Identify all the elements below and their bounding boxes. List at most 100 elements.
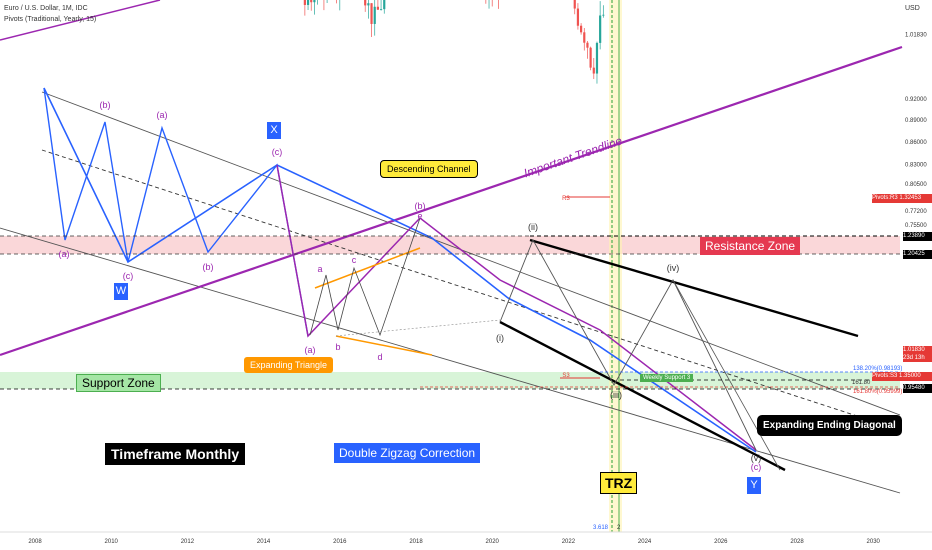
x-tick-2014: 2014 (257, 539, 271, 545)
chart-title: Euro / U.S. Dollar, 1M, IDC (4, 5, 88, 12)
wave-label-b2: (b) (203, 262, 214, 272)
wave-label-a1: (a) (59, 249, 70, 259)
x-tick-2012: 2012 (181, 539, 195, 545)
wave-label-b3: (b) (415, 201, 426, 211)
upper-purple-line (0, 0, 161, 41)
blue-w-structure (43, 87, 309, 337)
triangle-label-b: b (335, 342, 340, 352)
y-tick-0.80500: 0.80500 (905, 182, 927, 188)
candle-body (370, 3, 373, 24)
triangle-label-a: a (317, 264, 322, 274)
x-tick-2016: 2016 (333, 539, 347, 545)
diagonal-label-v: (v) (751, 453, 762, 463)
price-tag-s3: Pivots:S3 1.35000 (872, 372, 932, 381)
candle-body (589, 47, 592, 68)
y-tick-0.75500: 0.75500 (905, 223, 927, 229)
price-tag-095480: 0.95480 (903, 384, 932, 393)
candle-body (303, 0, 306, 5)
s3-tag: S3 (562, 373, 570, 379)
candle-body (580, 25, 583, 33)
candle-body (313, 0, 316, 3)
candle-body (586, 42, 589, 48)
diagonal-label-ii: (ii) (528, 222, 538, 232)
fib-161-s3-small: 161.80 (852, 380, 871, 386)
candle-body (383, 0, 386, 10)
fib-138-label: 138.20%(0.98193) (853, 366, 902, 372)
candle-body (595, 42, 599, 74)
x-tick-2010: 2010 (105, 539, 119, 545)
diagonal-label-iv: (iv) (667, 263, 680, 273)
wave-label-b1: (b) (100, 100, 111, 110)
double-zigzag-label: Double Zigzag Correction (334, 443, 481, 463)
diagonal-label-iii: (iii) (610, 390, 622, 400)
indicator-title: Pivots (Traditional, Yearly, 15) (4, 16, 97, 23)
candle-body (583, 32, 586, 43)
candle-body (599, 15, 602, 43)
trz-label: TRZ (600, 472, 638, 494)
triangle-label-c: c (352, 255, 357, 265)
x-tick-2008: 2008 (28, 539, 42, 545)
diagonal-lower-line (499, 320, 786, 472)
x-tick-2020: 2020 (486, 539, 500, 545)
triangle-lower-line (335, 335, 433, 356)
triangle-label-d: d (377, 352, 382, 362)
fib-161-label: 161.80%(0.95999) (853, 389, 902, 395)
candle-body (592, 67, 595, 74)
y-tick-0.83000: 0.83000 (905, 163, 927, 169)
candle-body (602, 14, 605, 16)
wave-label-c1: (c) (123, 271, 134, 281)
descending-channel-label: Descending Channel (380, 160, 478, 178)
triangle-wave-path (309, 217, 421, 337)
candle-body (306, 0, 310, 5)
candle-body (373, 6, 376, 24)
x-tick-2028: 2028 (790, 539, 804, 545)
wave-label-a3: (a) (305, 345, 316, 355)
candle-body (573, 0, 576, 9)
diagonal-label-i: (i) (496, 333, 504, 343)
blue-zigzag (43, 87, 757, 453)
candles-layer (303, 0, 605, 84)
wave-label-X: X (267, 122, 281, 139)
diagonal-upper-line (529, 238, 859, 338)
triangle-dotted (335, 319, 501, 337)
y-tick-0.77200: 0.77200 (905, 209, 927, 215)
important-trendline (0, 45, 903, 357)
diagonal-projection (672, 279, 781, 471)
triangle-label-e: e (417, 211, 422, 221)
r3-tag: R3 (562, 196, 570, 202)
axis-layer: 2008 2010 2012 2014 2016 2018 2020 2022 2024 2026… (0, 32, 932, 545)
timeframe-label: Timeframe Monthly (105, 443, 246, 465)
x-tick-2024: 2024 (638, 539, 652, 545)
expanding-triangle-label: Expanding Triangle (244, 357, 334, 373)
wave-label-W: W (114, 283, 128, 300)
diagonal-wave-path (499, 238, 757, 451)
axis-unit-label: USD (905, 5, 920, 12)
resistance-zone-label: Resistance Zone (700, 237, 801, 255)
y-tick-0.92000: 0.92000 (905, 97, 927, 103)
fib-3618-label: 3.618 (593, 525, 609, 531)
candle-body (379, 9, 383, 10)
purple-wave-y (276, 164, 757, 451)
trz-count-label: 2 (617, 525, 621, 531)
price-tag-r3: Pivots:R3 1.32453 (872, 194, 932, 203)
candle-body (576, 8, 580, 26)
expanding-ending-diagonal-label: Expanding Ending Diagonal (757, 415, 902, 436)
price-tag-120425: 1.20425 (903, 250, 932, 259)
resistance-zone-band (0, 236, 900, 254)
channel-upper-line (41, 91, 901, 416)
support-zone-label: Support Zone (76, 374, 161, 392)
x-tick-2026: 2026 (714, 539, 728, 545)
candle-body (367, 3, 370, 6)
x-tick-2022: 2022 (562, 539, 576, 545)
wave-label-c3: (c) (751, 462, 762, 472)
x-tick-2018: 2018 (409, 539, 423, 545)
weekly-support-label: Weekly Support 3 (640, 374, 694, 382)
important-trendline-label: Important Trendline (522, 133, 624, 180)
price-tag-123890: 1.23890 (903, 232, 932, 241)
candle-body (310, 0, 313, 3)
channel-mid-line (41, 149, 901, 431)
wave-label-a2: (a) (157, 110, 168, 120)
y-tick-1.01830: 1.01830 (905, 32, 927, 38)
wave-label-Y: Y (747, 477, 761, 494)
